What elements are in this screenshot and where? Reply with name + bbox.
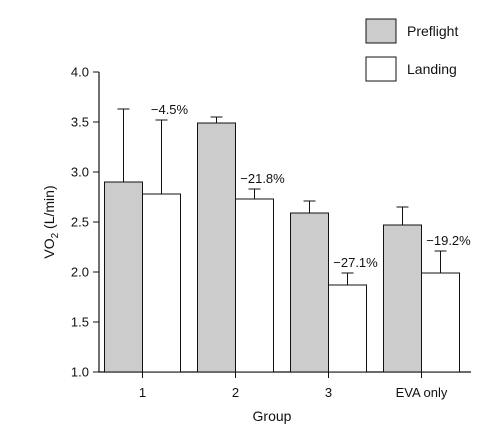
pct-change-label-3: −19.2%: [426, 233, 471, 248]
bar-landing-3: [421, 272, 460, 373]
legend-label-preflight: Preflight: [407, 23, 458, 39]
y-tick-label-5: 3.5: [71, 115, 89, 130]
legend-swatch-landing: [365, 56, 397, 82]
y-axis-title-sub: 2: [50, 232, 61, 238]
y-tick-label-4: 3.0: [71, 165, 89, 180]
x-tick-label-3: EVA only: [396, 385, 448, 400]
pct-change-label-2: −27.1%: [333, 255, 378, 270]
bar-preflight-0: [104, 181, 143, 373]
legend-label-landing: Landing: [407, 61, 457, 77]
x-axis-title: Group: [253, 408, 292, 424]
y-axis-title-units: (L/min): [41, 185, 57, 232]
x-tick-label-2: 3: [325, 385, 332, 400]
legend: Preflight Landing: [365, 18, 458, 82]
bar-preflight-2: [290, 212, 329, 373]
legend-swatch-preflight: [365, 18, 397, 44]
y-tick-label-0: 1.0: [71, 365, 89, 380]
pct-change-label-1: −21.8%: [240, 171, 285, 186]
y-axis-title-main: VO: [41, 238, 57, 258]
x-tick-label-0: 1: [139, 385, 146, 400]
y-tick-label-2: 2.0: [71, 265, 89, 280]
y-axis-title: VO2 (L/min): [41, 185, 61, 258]
bar-preflight-3: [383, 224, 422, 373]
pct-change-label-0: −4.5%: [151, 102, 189, 117]
x-tick-label-1: 2: [232, 385, 239, 400]
bar-preflight-1: [197, 122, 236, 373]
plot-area: 1.0 1.5 2.0 2.5 3.0 3.5 4.0 −4.5% 1 −21.8% 2 −27.1%…: [71, 65, 471, 401]
bar-landing-2: [328, 284, 367, 373]
y-tick-label-3: 2.5: [71, 215, 89, 230]
bar-landing-0: [142, 193, 181, 373]
y-tick-label-6: 4.0: [71, 65, 89, 80]
svg-text:VO2 (L/min): VO2 (L/min): [41, 185, 61, 258]
y-tick-label-1: 1.5: [71, 315, 89, 330]
bar-landing-1: [235, 198, 274, 373]
